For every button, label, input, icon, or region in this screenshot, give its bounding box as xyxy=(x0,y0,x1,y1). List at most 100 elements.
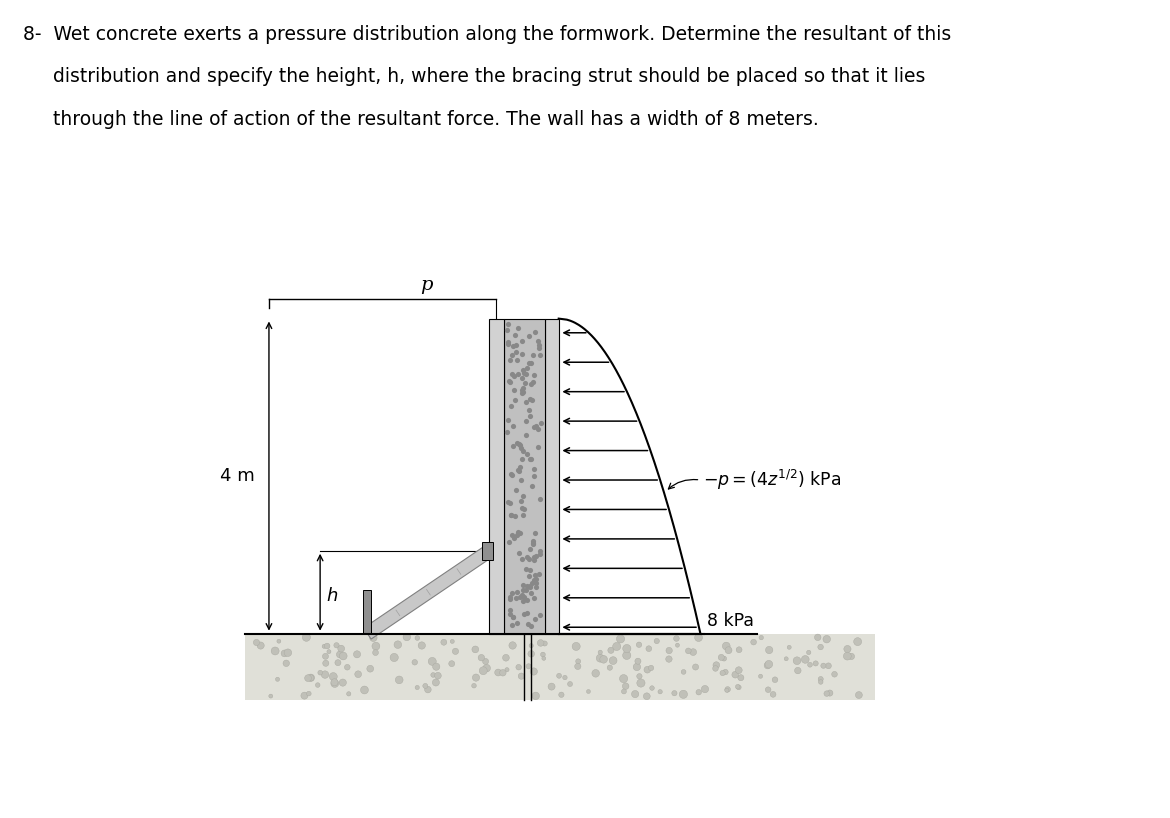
Point xyxy=(509,321,528,335)
Point xyxy=(261,690,280,703)
Point xyxy=(838,649,856,663)
Point xyxy=(498,336,517,349)
Point xyxy=(512,588,531,601)
Point xyxy=(521,410,539,423)
Point xyxy=(529,568,548,581)
Point xyxy=(808,631,827,644)
Point xyxy=(517,579,536,592)
Point xyxy=(508,354,526,367)
Point xyxy=(503,348,522,362)
Point xyxy=(536,637,555,650)
Point xyxy=(517,415,536,428)
Point xyxy=(517,428,536,441)
Point xyxy=(295,689,314,702)
Point xyxy=(518,447,537,461)
Point xyxy=(707,662,725,675)
Point xyxy=(266,645,284,658)
Point xyxy=(434,636,453,649)
Point xyxy=(718,683,737,696)
Point xyxy=(614,685,633,698)
Point xyxy=(498,496,517,509)
Point xyxy=(516,376,535,389)
Point xyxy=(477,662,496,675)
Point xyxy=(524,665,543,678)
Point xyxy=(531,547,550,560)
Point xyxy=(464,679,483,692)
Point xyxy=(269,635,288,648)
Point xyxy=(814,659,833,672)
Point xyxy=(522,586,541,599)
Point xyxy=(502,508,521,521)
Point xyxy=(524,534,543,547)
Point xyxy=(427,660,446,673)
Point xyxy=(332,642,351,655)
Point xyxy=(512,335,531,348)
Point xyxy=(720,644,738,657)
Point xyxy=(498,338,517,351)
Point xyxy=(512,670,531,683)
Point xyxy=(526,577,545,590)
Point xyxy=(629,638,648,651)
Point xyxy=(501,608,519,621)
Point xyxy=(507,591,525,605)
Point xyxy=(522,479,541,492)
Point xyxy=(522,393,541,407)
Point xyxy=(526,573,545,586)
Point xyxy=(524,573,543,587)
Bar xyxy=(503,318,544,633)
Point xyxy=(521,581,539,594)
Point xyxy=(519,403,538,416)
Point xyxy=(512,348,531,361)
Point xyxy=(525,326,544,339)
Point xyxy=(512,372,531,385)
Point xyxy=(715,652,734,665)
Point xyxy=(500,536,518,549)
Point xyxy=(627,660,646,673)
Point xyxy=(405,656,424,669)
Point xyxy=(818,632,837,645)
Point xyxy=(529,335,548,348)
Point xyxy=(514,382,532,395)
Point xyxy=(318,640,337,653)
Point xyxy=(640,642,659,655)
Point xyxy=(796,653,814,666)
Point xyxy=(515,502,534,515)
Point xyxy=(524,369,543,382)
Point xyxy=(316,668,335,681)
Point xyxy=(502,509,521,522)
Point xyxy=(534,648,552,661)
Point xyxy=(512,384,531,397)
Point xyxy=(517,607,536,620)
Point xyxy=(446,645,464,658)
Point xyxy=(752,631,771,644)
Point xyxy=(526,420,545,433)
Text: $-p = (4z^{1/2})\ \mathrm{kPa}$: $-p = (4z^{1/2})\ \mathrm{kPa}$ xyxy=(703,468,841,492)
Point xyxy=(514,583,532,596)
Point xyxy=(765,673,784,686)
Point xyxy=(501,354,519,367)
Point xyxy=(529,423,548,436)
Point xyxy=(668,639,687,652)
Point xyxy=(789,664,807,677)
Polygon shape xyxy=(364,546,493,639)
Point xyxy=(530,341,549,354)
Point xyxy=(521,579,539,592)
Point xyxy=(498,317,517,330)
Point xyxy=(517,362,536,375)
Point xyxy=(501,497,519,510)
Point xyxy=(508,586,526,599)
Point xyxy=(556,671,574,684)
Point xyxy=(366,640,385,653)
Point xyxy=(325,677,344,690)
Point xyxy=(278,646,297,659)
Point xyxy=(524,553,543,566)
Point xyxy=(842,649,861,663)
Point xyxy=(729,681,748,694)
Point xyxy=(333,676,352,689)
Point xyxy=(514,578,532,591)
Point xyxy=(731,671,750,684)
Point xyxy=(522,647,541,660)
Point xyxy=(626,688,645,701)
Point xyxy=(524,536,543,549)
Point xyxy=(524,591,543,605)
